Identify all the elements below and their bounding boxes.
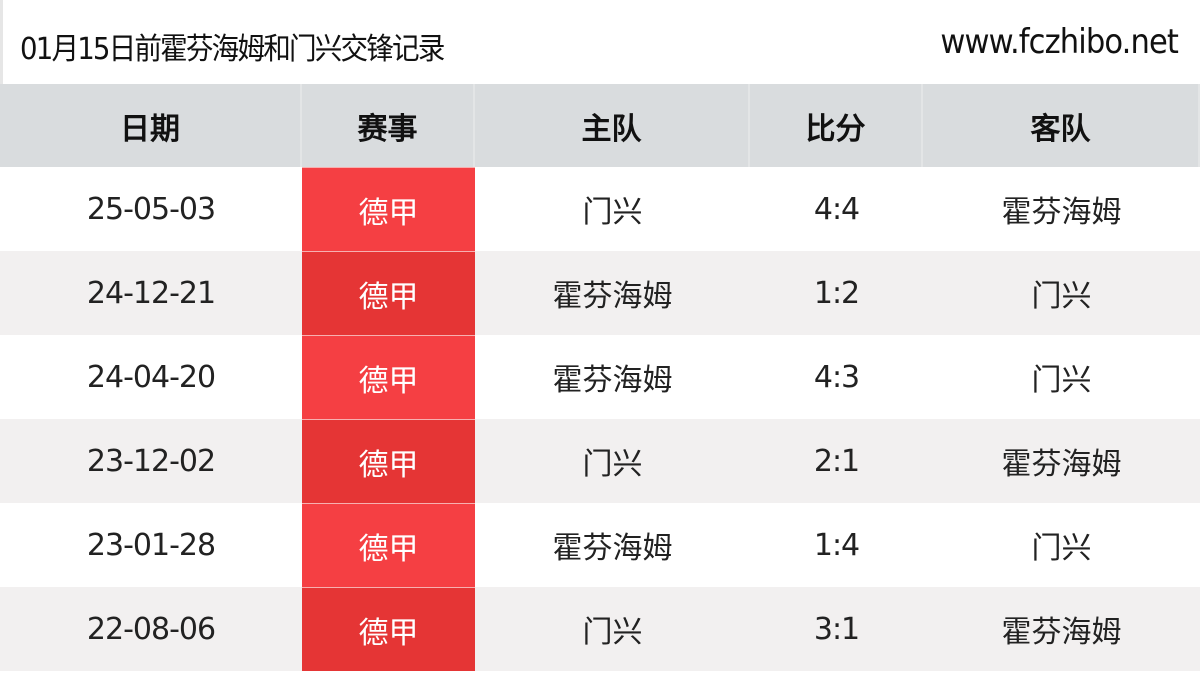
home-team-cell: 霍芬海姆 [552, 363, 673, 398]
date-cell: 23-01-28 [86, 527, 216, 563]
table-row: 25-05-03 德甲 门兴 4:4 霍芬海姆 [0, 167, 1200, 251]
col-date: 日期 [0, 84, 302, 167]
date-cell: 24-04-20 [86, 359, 216, 395]
table-row: 24-12-21 德甲 霍芬海姆 1:2 门兴 [0, 251, 1200, 335]
date-cell: 25-05-03 [86, 191, 216, 227]
col-away: 客队 [923, 84, 1200, 167]
league-cell: 德甲 [302, 503, 475, 587]
table-row: 23-12-02 德甲 门兴 2:1 霍芬海姆 [0, 419, 1200, 503]
table-row: 22-08-06 德甲 门兴 3:1 霍芬海姆 [0, 587, 1200, 671]
score-cell: 2:1 [813, 443, 860, 479]
away-team-cell: 门兴 [1031, 279, 1092, 314]
away-team-cell: 霍芬海姆 [1001, 615, 1122, 650]
table-header: 日期 赛事 主队 比分 客队 [0, 84, 1200, 167]
home-team-cell: 门兴 [582, 447, 643, 482]
table-body: 25-05-03 德甲 门兴 4:4 霍芬海姆 24-12-21 德甲 霍芬海姆 1:2 门兴 24… [0, 167, 1200, 671]
away-team-cell: 霍芬海姆 [1001, 195, 1122, 230]
site-url: www.fczhibo.net [940, 22, 1179, 62]
home-team-cell: 门兴 [582, 195, 643, 230]
away-team-cell: 门兴 [1031, 531, 1092, 566]
league-cell: 德甲 [302, 167, 475, 251]
title-bar: 01月15日前霍芬海姆和门兴交锋记录 www.fczhibo.net [0, 0, 1200, 84]
score-cell: 4:4 [813, 191, 860, 227]
col-score: 比分 [750, 84, 923, 167]
home-team-cell: 霍芬海姆 [552, 279, 673, 314]
score-cell: 1:4 [813, 527, 860, 563]
date-cell: 24-12-21 [86, 275, 216, 311]
col-home: 主队 [475, 84, 750, 167]
score-cell: 1:2 [813, 275, 860, 311]
col-league: 赛事 [302, 84, 475, 167]
league-cell: 德甲 [302, 251, 475, 335]
page-title: 01月15日前霍芬海姆和门兴交锋记录 [20, 32, 445, 67]
home-team-cell: 门兴 [582, 615, 643, 650]
score-cell: 3:1 [813, 611, 860, 647]
away-team-cell: 门兴 [1031, 363, 1092, 398]
score-cell: 4:3 [813, 359, 860, 395]
table-row: 24-04-20 德甲 霍芬海姆 4:3 门兴 [0, 335, 1200, 419]
league-cell: 德甲 [302, 335, 475, 419]
date-cell: 23-12-02 [86, 443, 216, 479]
table-row: 23-01-28 德甲 霍芬海姆 1:4 门兴 [0, 503, 1200, 587]
home-team-cell: 霍芬海姆 [552, 531, 673, 566]
league-cell: 德甲 [302, 587, 475, 671]
league-cell: 德甲 [302, 419, 475, 503]
away-team-cell: 霍芬海姆 [1001, 447, 1122, 482]
date-cell: 22-08-06 [86, 611, 216, 647]
